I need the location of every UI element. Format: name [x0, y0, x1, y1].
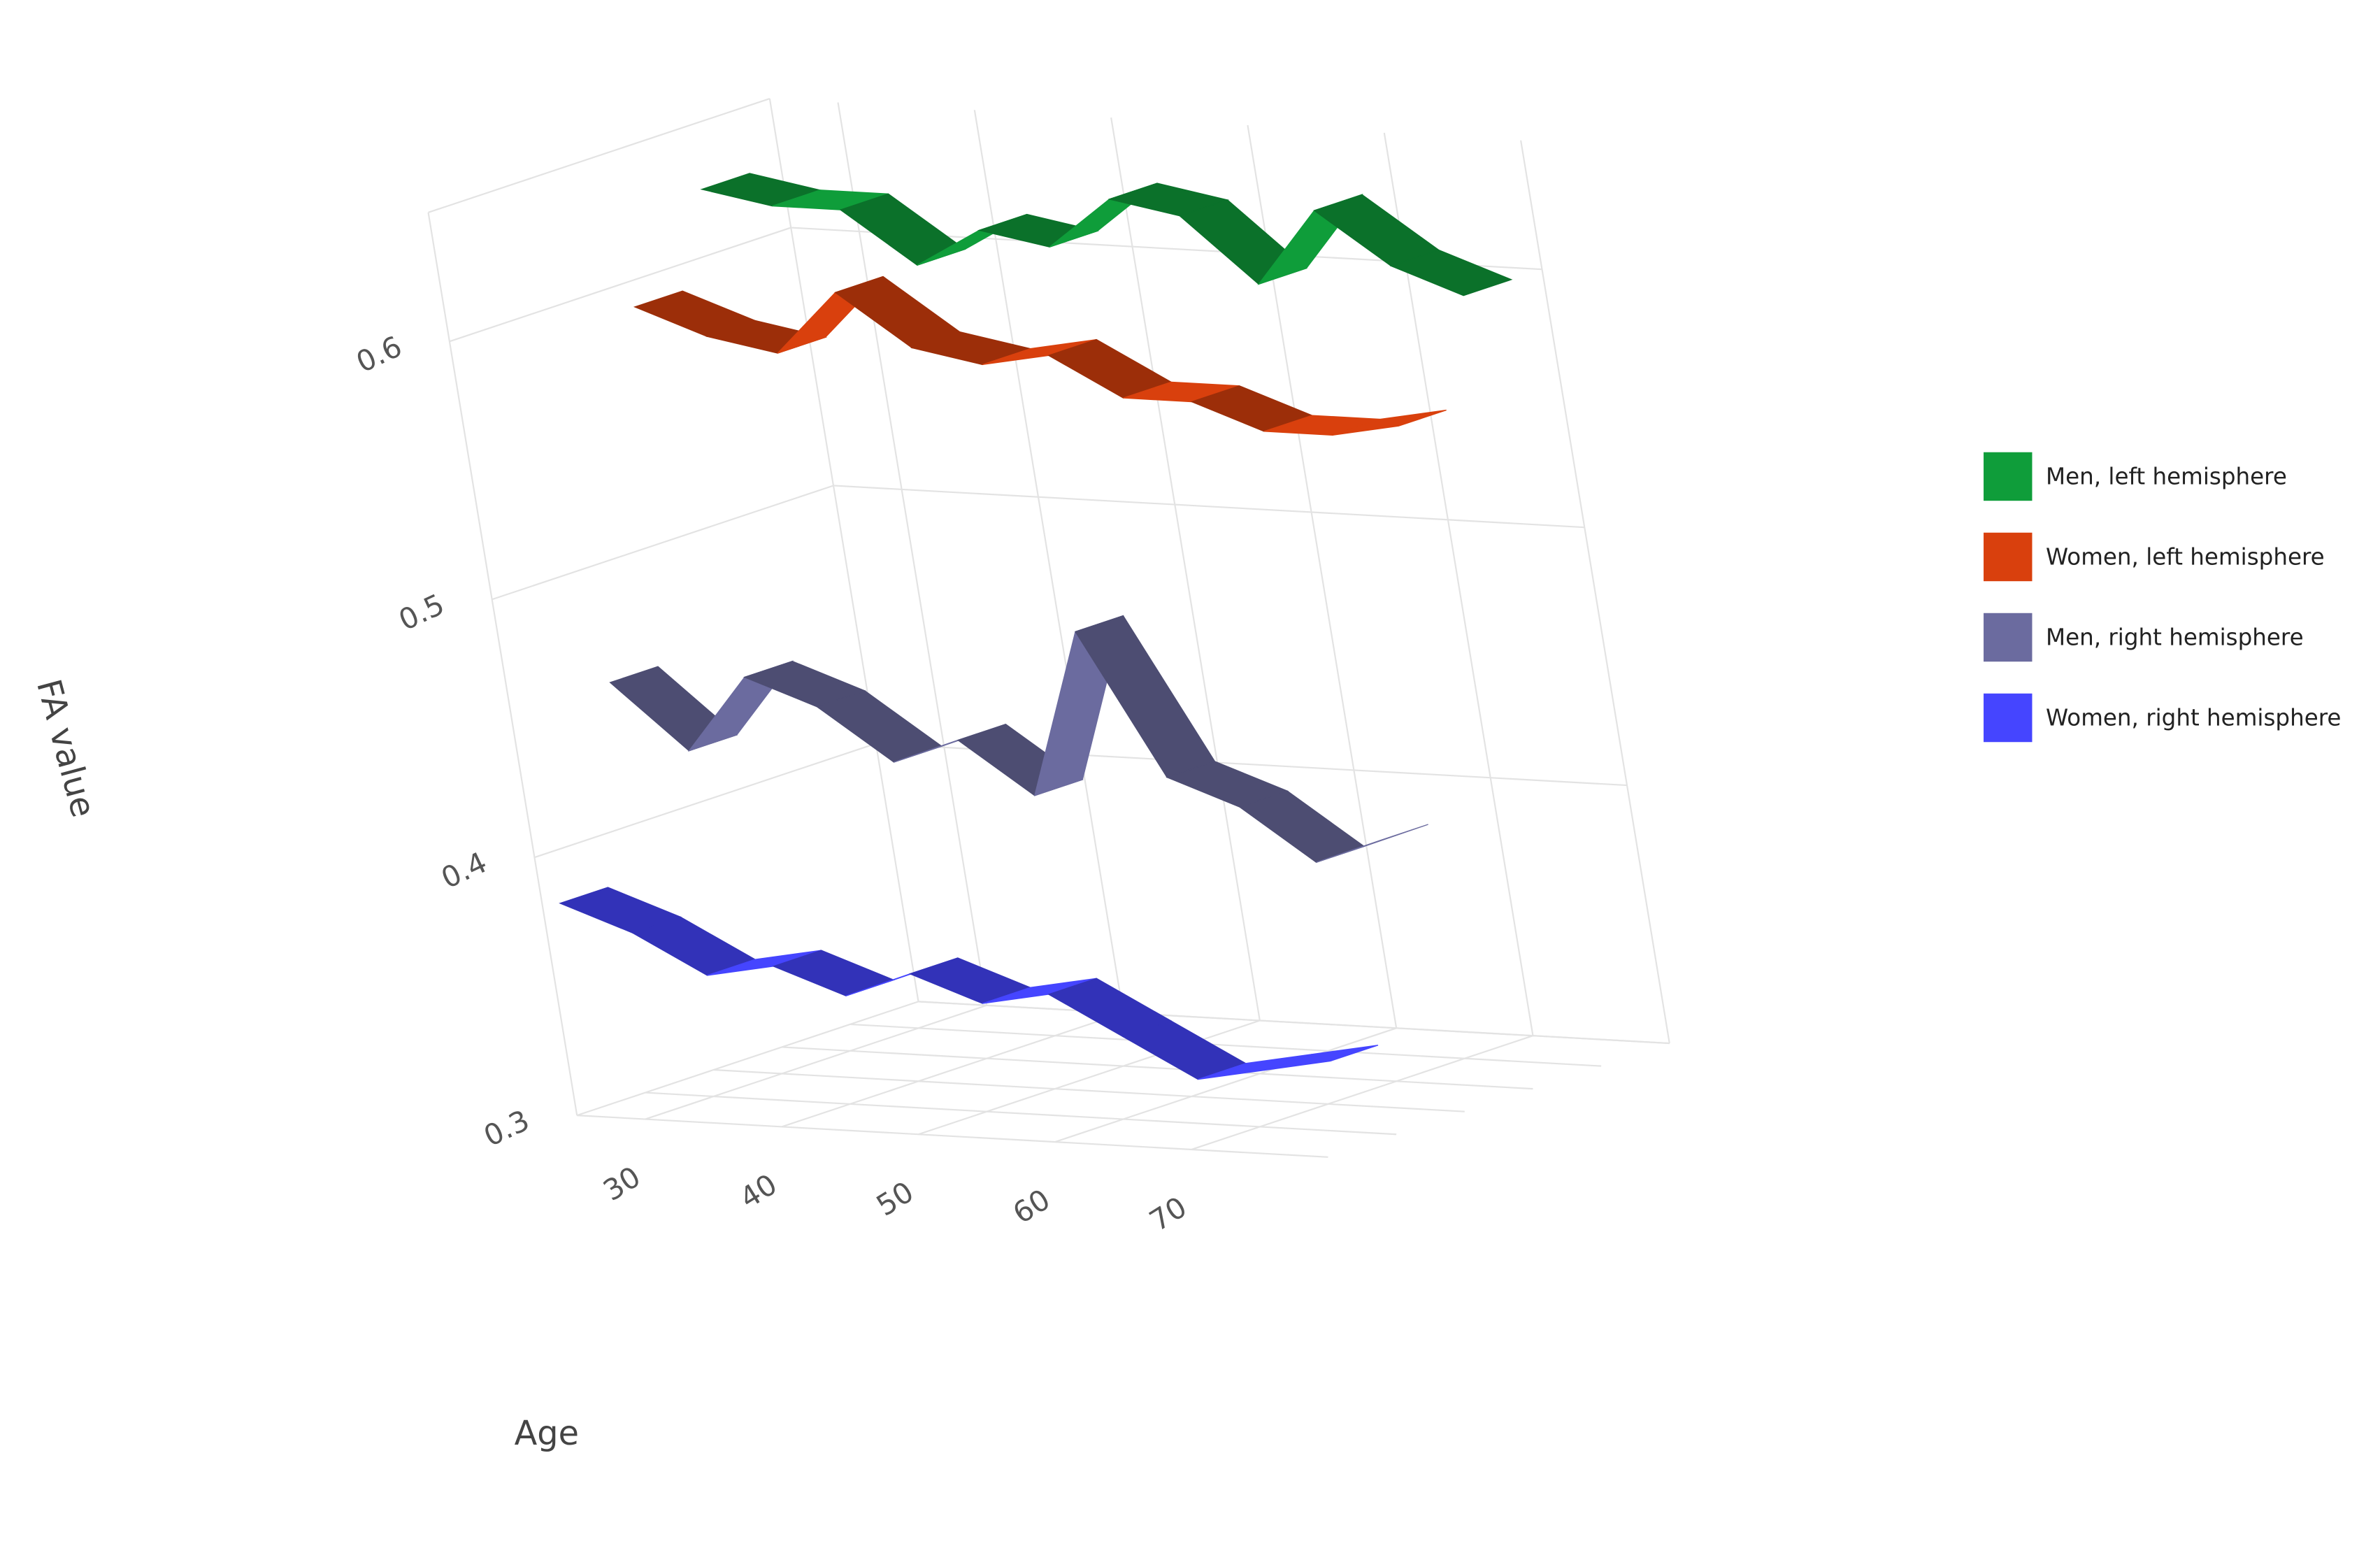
side-edge	[428, 98, 770, 213]
x-tick-label: 30	[597, 1160, 646, 1208]
ribbon-segment	[834, 275, 961, 349]
legend-swatch	[1984, 452, 2033, 501]
floor-line	[713, 1068, 1465, 1112]
legend-label: Men, left hemisphere	[2046, 463, 2287, 489]
legend: Men, left hemisphere Women, left hemisphe…	[1984, 452, 2341, 743]
floor-line	[577, 1115, 1328, 1158]
y-grid-line	[833, 485, 1585, 529]
legend-label: Men, right hemisphere	[2046, 624, 2304, 650]
x-tick-label: 60	[1007, 1182, 1056, 1231]
legend-swatch	[1984, 693, 2033, 743]
x-grid-line	[837, 102, 988, 1006]
legend-swatch	[1984, 532, 2033, 582]
y-tick-label: 0.6	[351, 329, 407, 379]
x-grid-line	[645, 1004, 987, 1120]
back-edge	[768, 98, 919, 1002]
y-tick-label: 0.5	[394, 587, 450, 637]
ribbon-segment	[1332, 409, 1447, 436]
x-grid-line	[1191, 1035, 1533, 1150]
x-grid-line	[781, 1012, 1124, 1128]
grid	[427, 98, 1670, 1158]
x-tick-label: 70	[1144, 1190, 1193, 1238]
y-tick-label: 0.3	[479, 1103, 535, 1153]
y-tick-label: 0.4	[436, 845, 492, 895]
legend-label: Women, right hemisphere	[2046, 704, 2341, 731]
floor-line	[850, 1023, 1602, 1067]
legend-label: Women, left hemisphere	[2046, 543, 2325, 570]
x-tick-label: 50	[870, 1175, 919, 1223]
ribbon-segment	[1238, 790, 1365, 863]
legend-swatch	[1984, 613, 2033, 662]
x-tick-label: 40	[734, 1167, 783, 1215]
x-axis-title: Age	[515, 1415, 579, 1453]
ribbon-segment	[1263, 1045, 1379, 1071]
ribbon-segment	[1389, 249, 1513, 296]
y-grid-line	[576, 1001, 919, 1117]
back-edge	[1520, 140, 1670, 1044]
ribbon-segment	[1316, 824, 1428, 863]
floor-line	[782, 1046, 1533, 1090]
y-grid-line	[918, 1001, 1670, 1045]
x-grid-line	[1110, 117, 1261, 1021]
side-edge	[427, 212, 578, 1116]
y-axis-title: FA value	[29, 675, 102, 822]
x-grid-line	[1054, 1027, 1397, 1143]
y-grid-line	[534, 743, 877, 859]
ribbons	[559, 173, 1513, 1080]
x-grid-line	[973, 110, 1124, 1013]
x-grid-line	[1383, 132, 1534, 1036]
y-grid-line	[492, 485, 834, 601]
floor-line	[645, 1092, 1397, 1136]
y-grid-line	[449, 227, 791, 343]
ribbon-segment	[816, 690, 943, 763]
